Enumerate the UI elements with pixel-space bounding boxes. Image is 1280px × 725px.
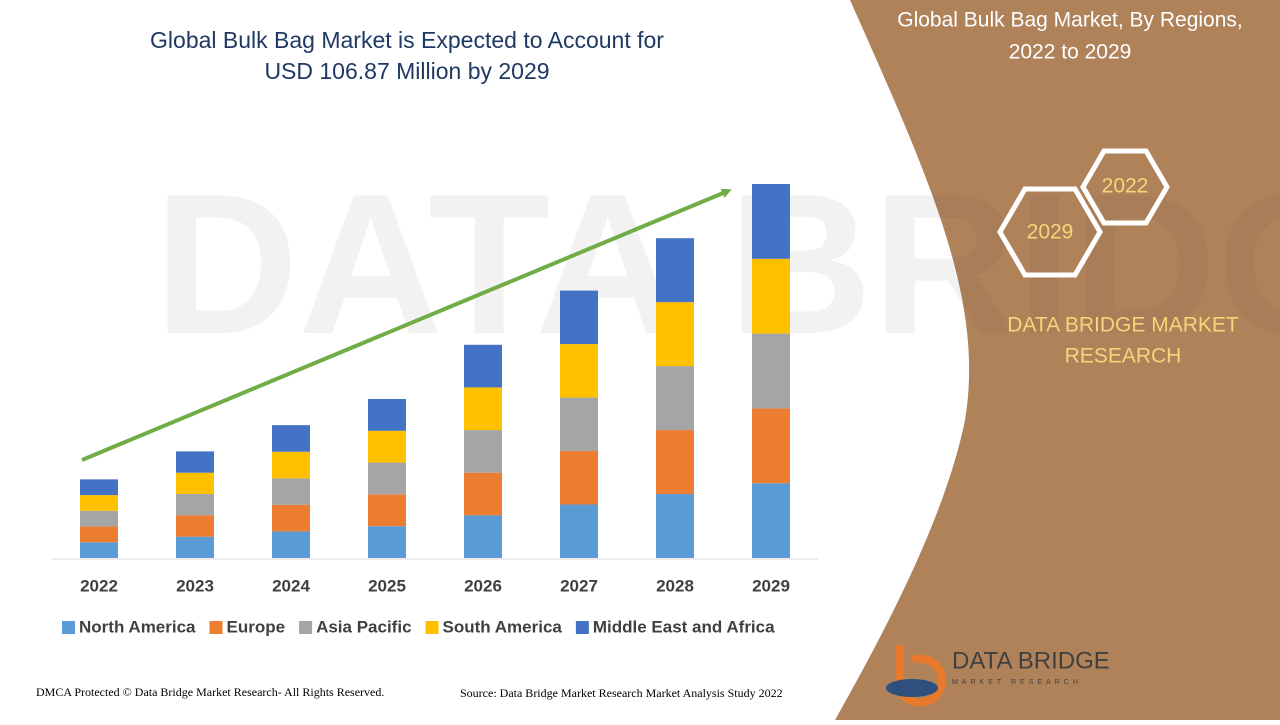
bar-segment — [464, 344, 502, 388]
bar-segment — [656, 238, 694, 303]
legend-swatch — [62, 621, 75, 634]
legend-swatch — [299, 621, 313, 634]
bar-segment — [272, 425, 310, 452]
bar-segment — [80, 479, 118, 496]
bar-segment — [368, 430, 406, 463]
bar-segment — [752, 333, 790, 409]
panel-title: 2022 to 2029 — [1009, 41, 1132, 64]
bar-segment — [464, 515, 502, 558]
legend-label: South America — [443, 617, 563, 636]
bar-segment — [272, 478, 310, 505]
bar-segment — [272, 504, 310, 532]
x-tick-label: 2023 — [176, 576, 214, 595]
bar-segment — [176, 494, 214, 516]
side-panel — [835, 0, 1280, 720]
bar-segment — [752, 483, 790, 558]
hex-label: 2029 — [1027, 221, 1074, 244]
bar-segment — [464, 472, 502, 516]
x-tick-label: 2027 — [560, 576, 598, 595]
legend-swatch — [575, 621, 589, 634]
bar-segment — [656, 366, 694, 431]
growth-arrow — [81, 188, 732, 462]
legend-swatch — [209, 621, 223, 634]
bar-segment — [80, 510, 118, 527]
bar-segment — [656, 302, 694, 367]
bar-segment — [176, 515, 214, 537]
bar-segment — [368, 398, 406, 431]
bar-segment — [656, 430, 694, 495]
bar-segment — [560, 344, 598, 398]
watermark: DATA BRIDGE — [154, 153, 1280, 376]
legend-label: North America — [79, 617, 196, 636]
bar-segment — [752, 184, 790, 259]
bar-segment — [272, 451, 310, 479]
bar-segment — [368, 494, 406, 527]
logo: DATA BRIDGE MARKET RESEARCH — [886, 645, 1110, 707]
bar-segment — [176, 451, 214, 473]
panel-title: Global Bulk Bag Market, By Regions, — [897, 9, 1243, 32]
bar-segment — [176, 472, 214, 495]
bar-segment — [368, 462, 406, 495]
bar-segment — [464, 387, 502, 431]
hexagon — [997, 186, 1103, 278]
footer-left: DMCA Protected © Data Bridge Market Rese… — [36, 685, 384, 699]
bar-segment — [560, 504, 598, 558]
legend-label: Europe — [227, 617, 286, 636]
brand-text: DATA BRIDGE MARKET — [1007, 314, 1239, 337]
x-tick-label: 2028 — [656, 576, 694, 595]
bar-segment — [560, 397, 598, 452]
bar-segment — [80, 542, 118, 558]
bar-segment — [560, 451, 598, 505]
bar-segment — [176, 536, 214, 558]
legend-label: Middle East and Africa — [593, 617, 775, 636]
bar-segment — [752, 258, 790, 334]
hexagon — [1080, 148, 1170, 226]
svg-text:DATA BRIDGE: DATA BRIDGE — [154, 153, 1280, 376]
bar-segment — [464, 430, 502, 473]
logo-name: DATA BRIDGE — [952, 647, 1110, 674]
bar-segment — [80, 495, 118, 511]
legend-swatch — [425, 621, 439, 634]
footer-right: Source: Data Bridge Market Research Mark… — [460, 686, 783, 700]
chart-subtitle: USD 106.87 Million by 2029 — [264, 58, 549, 84]
bar-segment — [560, 290, 598, 345]
bar-segment — [656, 494, 694, 558]
brand-text: RESEARCH — [1065, 345, 1182, 368]
x-tick-label: 2022 — [80, 576, 118, 595]
bar-segment — [272, 531, 310, 558]
x-tick-label: 2026 — [464, 576, 502, 595]
bar-segment — [80, 526, 118, 543]
chart-title: Global Bulk Bag Market is Expected to Ac… — [150, 27, 664, 53]
legend-label: Asia Pacific — [316, 617, 411, 636]
x-tick-label: 2024 — [272, 576, 310, 595]
hex-label: 2022 — [1102, 175, 1149, 198]
bar-segment — [368, 526, 406, 558]
logo-tagline: MARKET RESEARCH — [952, 679, 1082, 686]
x-tick-label: 2029 — [752, 576, 790, 595]
x-tick-label: 2025 — [368, 576, 406, 595]
bar-segment — [752, 408, 790, 484]
